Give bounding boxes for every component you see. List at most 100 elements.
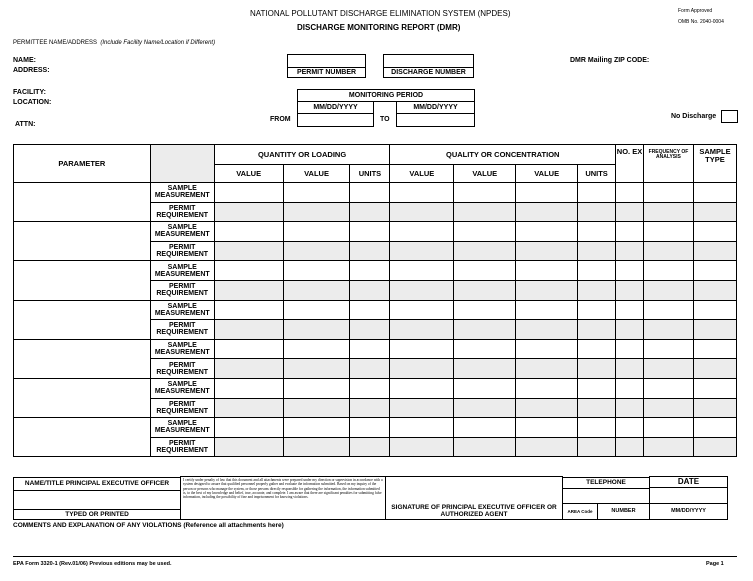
data-cell[interactable] xyxy=(389,436,455,458)
data-cell[interactable] xyxy=(213,417,284,438)
parameter-cell[interactable] xyxy=(13,181,151,223)
data-cell[interactable] xyxy=(515,397,579,419)
data-cell[interactable] xyxy=(692,358,738,379)
data-cell[interactable] xyxy=(282,240,351,262)
data-cell[interactable] xyxy=(282,377,351,399)
data-cell[interactable] xyxy=(692,319,738,340)
data-cell[interactable] xyxy=(213,279,284,301)
data-cell[interactable] xyxy=(349,182,391,203)
data-cell[interactable] xyxy=(453,221,517,242)
parameter-cell[interactable] xyxy=(13,260,151,301)
data-cell[interactable] xyxy=(692,260,738,281)
data-cell[interactable] xyxy=(389,377,455,399)
data-cell[interactable] xyxy=(577,279,617,301)
data-cell[interactable] xyxy=(577,397,617,419)
data-cell[interactable] xyxy=(515,436,579,458)
data-cell[interactable] xyxy=(515,417,579,438)
data-cell[interactable] xyxy=(615,397,644,419)
data-cell[interactable] xyxy=(453,299,517,321)
data-cell[interactable] xyxy=(213,436,284,458)
data-cell[interactable] xyxy=(692,397,738,419)
to-date-input[interactable] xyxy=(396,113,475,127)
parameter-cell[interactable] xyxy=(13,377,151,419)
data-cell[interactable] xyxy=(453,377,517,399)
data-cell[interactable] xyxy=(692,182,738,203)
data-cell[interactable] xyxy=(643,260,694,281)
data-cell[interactable] xyxy=(389,319,455,340)
data-cell[interactable] xyxy=(643,338,694,360)
data-cell[interactable] xyxy=(615,377,644,399)
data-cell[interactable] xyxy=(282,358,351,379)
data-cell[interactable] xyxy=(389,240,455,262)
data-cell[interactable] xyxy=(643,240,694,262)
data-cell[interactable] xyxy=(349,201,391,223)
permit-number-input[interactable] xyxy=(287,54,366,68)
data-cell[interactable] xyxy=(453,417,517,438)
data-cell[interactable] xyxy=(692,338,738,360)
data-cell[interactable] xyxy=(615,260,644,281)
data-cell[interactable] xyxy=(349,240,391,262)
data-cell[interactable] xyxy=(577,338,617,360)
data-cell[interactable] xyxy=(643,279,694,301)
no-discharge-checkbox[interactable] xyxy=(721,110,738,123)
data-cell[interactable] xyxy=(389,279,455,301)
data-cell[interactable] xyxy=(453,319,517,340)
parameter-cell[interactable] xyxy=(13,221,151,262)
data-cell[interactable] xyxy=(577,377,617,399)
data-cell[interactable] xyxy=(389,397,455,419)
data-cell[interactable] xyxy=(213,377,284,399)
data-cell[interactable] xyxy=(515,260,579,281)
data-cell[interactable] xyxy=(453,260,517,281)
data-cell[interactable] xyxy=(349,221,391,242)
data-cell[interactable] xyxy=(389,201,455,223)
data-cell[interactable] xyxy=(282,436,351,458)
data-cell[interactable] xyxy=(643,221,694,242)
parameter-cell[interactable] xyxy=(13,417,151,458)
data-cell[interactable] xyxy=(349,279,391,301)
data-cell[interactable] xyxy=(577,182,617,203)
data-cell[interactable] xyxy=(453,397,517,419)
data-cell[interactable] xyxy=(615,319,644,340)
date-input[interactable] xyxy=(649,487,728,504)
data-cell[interactable] xyxy=(389,358,455,379)
data-cell[interactable] xyxy=(577,221,617,242)
data-cell[interactable] xyxy=(615,279,644,301)
data-cell[interactable] xyxy=(213,240,284,262)
data-cell[interactable] xyxy=(615,299,644,321)
data-cell[interactable] xyxy=(349,338,391,360)
data-cell[interactable] xyxy=(643,299,694,321)
data-cell[interactable] xyxy=(389,417,455,438)
data-cell[interactable] xyxy=(213,221,284,242)
parameter-cell[interactable] xyxy=(13,299,151,340)
data-cell[interactable] xyxy=(643,201,694,223)
data-cell[interactable] xyxy=(615,201,644,223)
data-cell[interactable] xyxy=(453,358,517,379)
data-cell[interactable] xyxy=(643,319,694,340)
data-cell[interactable] xyxy=(643,182,694,203)
data-cell[interactable] xyxy=(453,240,517,262)
data-cell[interactable] xyxy=(213,338,284,360)
data-cell[interactable] xyxy=(282,221,351,242)
data-cell[interactable] xyxy=(213,201,284,223)
data-cell[interactable] xyxy=(282,319,351,340)
telephone-input[interactable] xyxy=(562,488,650,504)
data-cell[interactable] xyxy=(692,240,738,262)
data-cell[interactable] xyxy=(515,319,579,340)
data-cell[interactable] xyxy=(692,299,738,321)
data-cell[interactable] xyxy=(515,221,579,242)
data-cell[interactable] xyxy=(515,299,579,321)
data-cell[interactable] xyxy=(515,240,579,262)
data-cell[interactable] xyxy=(577,201,617,223)
data-cell[interactable] xyxy=(213,319,284,340)
data-cell[interactable] xyxy=(515,377,579,399)
data-cell[interactable] xyxy=(213,397,284,419)
data-cell[interactable] xyxy=(643,397,694,419)
data-cell[interactable] xyxy=(282,182,351,203)
data-cell[interactable] xyxy=(515,201,579,223)
data-cell[interactable] xyxy=(389,338,455,360)
data-cell[interactable] xyxy=(615,338,644,360)
data-cell[interactable] xyxy=(213,358,284,379)
data-cell[interactable] xyxy=(615,436,644,458)
data-cell[interactable] xyxy=(692,201,738,223)
data-cell[interactable] xyxy=(515,358,579,379)
